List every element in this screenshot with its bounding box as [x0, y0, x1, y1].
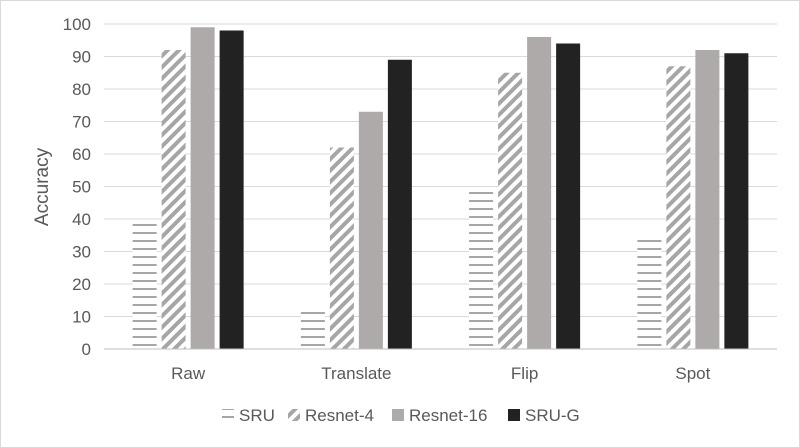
- legend-swatch: [508, 409, 520, 421]
- legend-label: SRU-G: [525, 406, 580, 425]
- bar: [637, 238, 662, 349]
- bar: [358, 111, 383, 349]
- bar: [132, 222, 157, 349]
- bar: [666, 66, 691, 349]
- bar: [300, 310, 325, 349]
- bar: [161, 50, 186, 349]
- bar: [469, 189, 494, 349]
- y-tick-label: 10: [72, 308, 91, 327]
- x-tick-label: Raw: [171, 364, 206, 383]
- y-tick-label: 70: [72, 113, 91, 132]
- y-tick-label: 0: [82, 340, 91, 359]
- y-tick-label: 60: [72, 145, 91, 164]
- legend: SRU Resnet-4 Resnet-16 SRU-G: [222, 406, 580, 425]
- legend-label: Resnet-4: [305, 406, 374, 425]
- bar: [695, 50, 720, 349]
- legend-label: SRU: [239, 406, 275, 425]
- bar: [219, 30, 244, 349]
- y-axis-label: Accuracy: [32, 147, 53, 226]
- bar: [724, 53, 749, 349]
- y-tick-label: 30: [72, 243, 91, 262]
- bar: [556, 43, 581, 349]
- bar: [329, 147, 354, 349]
- y-tick-label: 80: [72, 80, 91, 99]
- bar: [527, 37, 552, 349]
- y-tick-label: 100: [63, 15, 91, 34]
- y-tick-label: 50: [72, 178, 91, 197]
- bar: [387, 59, 412, 349]
- y-axis-ticks: 0 10 20 30 40 50 60 70 80 90 100: [63, 15, 91, 359]
- x-tick-label: Flip: [511, 364, 538, 383]
- bar: [498, 72, 523, 349]
- legend-swatch: [222, 409, 234, 421]
- x-axis: Raw Translate Flip Spot: [104, 348, 777, 383]
- y-tick-label: 40: [72, 210, 91, 229]
- gridlines: [104, 23, 777, 317]
- x-tick-label: Spot: [675, 364, 710, 383]
- x-tick-label: Translate: [321, 364, 391, 383]
- legend-swatch: [392, 409, 404, 421]
- legend-swatch: [288, 409, 300, 421]
- legend-label: Resnet-16: [409, 406, 487, 425]
- bar: [190, 27, 215, 349]
- y-tick-label: 20: [72, 275, 91, 294]
- bars: [132, 27, 749, 349]
- y-tick-label: 90: [72, 48, 91, 67]
